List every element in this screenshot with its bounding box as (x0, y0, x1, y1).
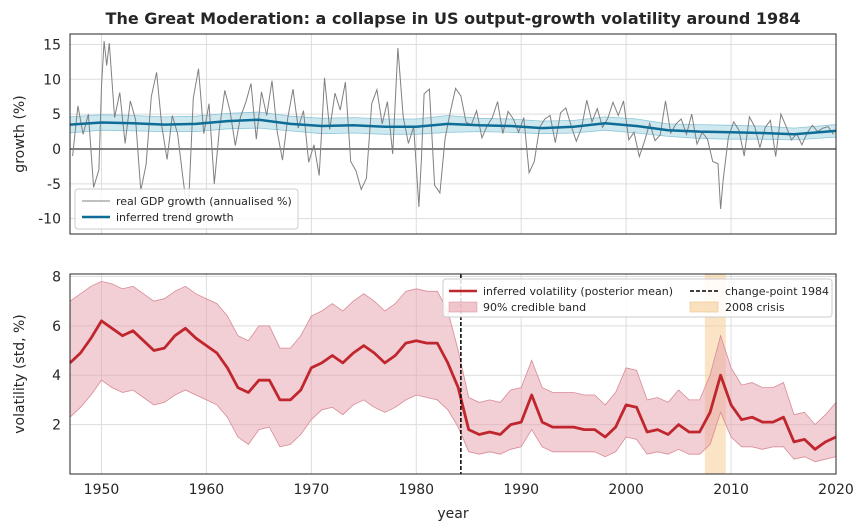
y-tick-label: 2 (52, 418, 61, 434)
y-tick-label: 15 (43, 37, 61, 53)
x-tick-label: 2020 (818, 482, 854, 498)
trend-credible-band (69, 111, 837, 141)
x-tick-label: 2000 (608, 482, 644, 498)
y-tick-label: 5 (52, 107, 61, 123)
growth-panel: -10 -5 0 5 10 15 growth (%) real GDP growth (… (12, 33, 837, 235)
legend-swatch-band (448, 301, 478, 313)
y-tick-label: 8 (52, 269, 61, 285)
growth-legend: real GDP growth (annualised %) inferred … (74, 188, 299, 230)
volatility-panel: 1950 1960 1970 1980 1990 2000 2010 2020 2 4 6 8 vol… (12, 269, 854, 522)
legend-swatch-crisis (689, 301, 719, 313)
x-axis-label: year (437, 506, 468, 522)
volatility-legend: inferred volatility (posterior mean) 90%… (442, 278, 833, 318)
volatility-legend-box (442, 278, 833, 318)
legend-label-trend: inferred trend growth (116, 211, 234, 224)
x-tick-label: 1970 (294, 482, 330, 498)
x-tick-label: 1980 (398, 482, 434, 498)
trend-band (69, 111, 837, 141)
trend-growth-line (69, 118, 837, 136)
x-tick-label: 1950 (84, 482, 120, 498)
y-tick-label: 10 (43, 72, 61, 88)
volatility-line (69, 319, 837, 451)
y-tick-label: 6 (52, 319, 61, 335)
growth-axes-frame (69, 33, 837, 235)
x-tick-label: 2010 (713, 482, 749, 498)
y-tick-label: -10 (38, 212, 61, 228)
volatility-axes-frame (69, 273, 837, 475)
growth-tick-labels: -10 -5 0 5 10 15 (38, 37, 61, 227)
y-tick-label: -5 (47, 177, 61, 193)
legend-label-crisis: 2008 crisis (725, 301, 785, 314)
volatility-tick-labels: 1950 1960 1970 1980 1990 2000 2010 2020 2 4 6 8 (52, 269, 854, 498)
y-tick-label: 4 (52, 368, 61, 384)
volatility-y-axis-label: volatility (std, %) (12, 314, 28, 434)
legend-label-changepoint: change-point 1984 (725, 285, 829, 298)
growth-series (69, 40, 837, 218)
growth-legend-box (74, 188, 299, 230)
growth-y-axis-label: growth (%) (12, 95, 28, 172)
x-tick-label: 1960 (189, 482, 225, 498)
y-tick-label: 0 (52, 142, 61, 158)
chart-title: The Great Moderation: a collapse in US o… (106, 9, 801, 28)
legend-label-gdp: real GDP growth (annualised %) (116, 195, 292, 208)
legend-label-volatility: inferred volatility (posterior mean) (483, 285, 673, 298)
x-tick-label: 1990 (503, 482, 539, 498)
legend-label-band: 90% credible band (483, 301, 586, 314)
